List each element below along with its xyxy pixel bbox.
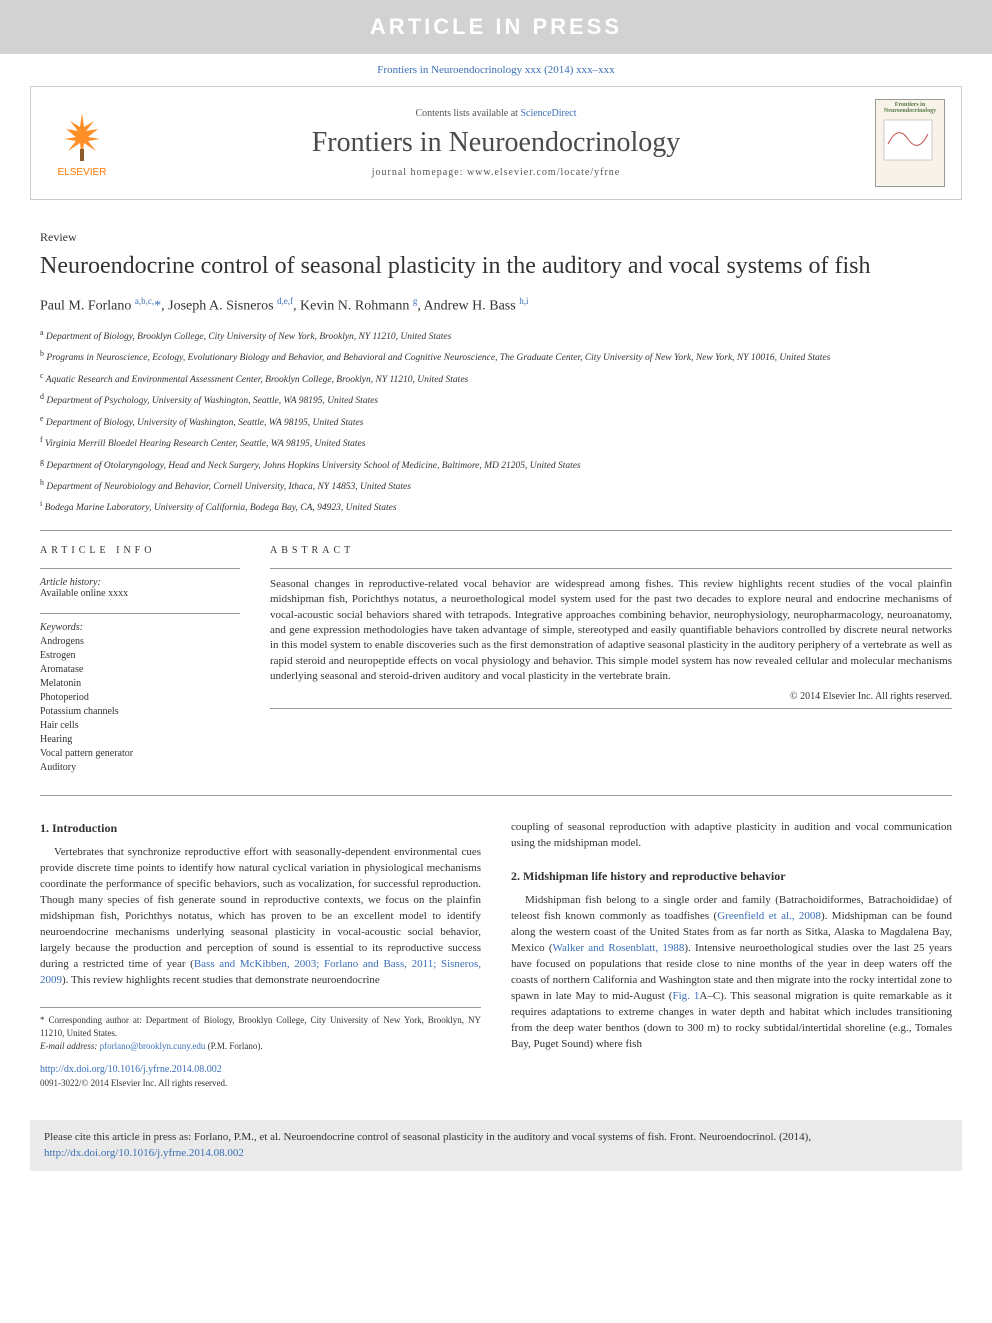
- email-line: E-mail address: pforlano@brooklyn.cuny.e…: [40, 1040, 481, 1053]
- top-citation: Frontiers in Neuroendocrinology xxx (201…: [0, 54, 992, 86]
- issn-line: 0091-3022/© 2014 Elsevier Inc. All right…: [40, 1077, 481, 1090]
- sciencedirect-link[interactable]: ScienceDirect: [520, 108, 576, 119]
- affiliation: h Department of Neurobiology and Behavio…: [40, 477, 952, 494]
- corresponding-author-note: * Corresponding author at: Department of…: [40, 1014, 481, 1040]
- affiliation: e Department of Biology, University of W…: [40, 413, 952, 430]
- section-2-paragraph: Midshipman fish belong to a single order…: [511, 893, 952, 1052]
- keyword: Melatonin: [40, 677, 240, 691]
- divider: [40, 795, 952, 796]
- authors-line: Paul M. Forlano a,b,c,*, Joseph A. Sisne…: [40, 296, 952, 315]
- keyword: Aromatase: [40, 663, 240, 677]
- citation-box: Please cite this article in press as: Fo…: [30, 1120, 962, 1171]
- article-title: Neuroendocrine control of seasonal plast…: [40, 251, 952, 282]
- history-label: Article history:: [40, 577, 240, 588]
- journal-header: ELSEVIER Contents lists available at Sci…: [30, 86, 962, 200]
- figure-link[interactable]: Fig. 1: [672, 990, 699, 1002]
- keyword: Photoperiod: [40, 691, 240, 705]
- keyword: Vocal pattern generator: [40, 747, 240, 761]
- article-in-press-banner: ARTICLE IN PRESS: [0, 0, 992, 54]
- contents-line: Contents lists available at ScienceDirec…: [117, 108, 875, 119]
- elsevier-label: ELSEVIER: [58, 167, 107, 178]
- abstract-text: Seasonal changes in reproductive-related…: [270, 577, 952, 685]
- keyword: Androgens: [40, 635, 240, 649]
- article-info-label: ARTICLE INFO: [40, 545, 240, 556]
- affiliation: f Virginia Merrill Bloedel Hearing Resea…: [40, 434, 952, 451]
- abstract-label: ABSTRACT: [270, 545, 952, 556]
- affiliation: a Department of Biology, Brooklyn Colleg…: [40, 327, 952, 344]
- affiliation: g Department of Otolaryngology, Head and…: [40, 456, 952, 473]
- keyword: Hair cells: [40, 719, 240, 733]
- elsevier-tree-icon: [54, 109, 110, 165]
- keyword: Hearing: [40, 733, 240, 747]
- intro-continuation: coupling of seasonal reproduction with a…: [511, 820, 952, 852]
- keyword: Estrogen: [40, 649, 240, 663]
- divider: [40, 530, 952, 531]
- keyword: Potassium channels: [40, 705, 240, 719]
- article-type-label: Review: [40, 230, 952, 245]
- keyword: Auditory: [40, 761, 240, 775]
- section-2-heading: 2. Midshipman life history and reproduct…: [511, 868, 952, 885]
- history-text: Available online xxxx: [40, 588, 240, 599]
- affiliation: b Programs in Neuroscience, Ecology, Evo…: [40, 348, 952, 365]
- citation-doi-link[interactable]: http://dx.doi.org/10.1016/j.yfrne.2014.0…: [44, 1147, 244, 1159]
- email-link[interactable]: pforlano@brooklyn.cuny.edu: [100, 1041, 206, 1051]
- keywords-label: Keywords:: [40, 622, 240, 633]
- citation-link[interactable]: Walker and Rosenblatt, 1988: [553, 942, 685, 954]
- affiliation: d Department of Psychology, University o…: [40, 391, 952, 408]
- affiliation: i Bodega Marine Laboratory, University o…: [40, 498, 952, 515]
- section-1-heading: 1. Introduction: [40, 820, 481, 837]
- citation-link[interactable]: Greenfield et al., 2008: [717, 910, 821, 922]
- journal-cover-thumb: Frontiers in Neuroendocrinology: [875, 99, 945, 187]
- journal-homepage: journal homepage: www.elsevier.com/locat…: [117, 167, 875, 178]
- affiliation: c Aquatic Research and Environmental Ass…: [40, 370, 952, 387]
- doi-link[interactable]: http://dx.doi.org/10.1016/j.yfrne.2014.0…: [40, 1063, 481, 1078]
- abstract-copyright: © 2014 Elsevier Inc. All rights reserved…: [270, 691, 952, 702]
- elsevier-logo: ELSEVIER: [47, 103, 117, 183]
- intro-paragraph: Vertebrates that synchronize reproductiv…: [40, 845, 481, 988]
- journal-name: Frontiers in Neuroendocrinology: [117, 127, 875, 159]
